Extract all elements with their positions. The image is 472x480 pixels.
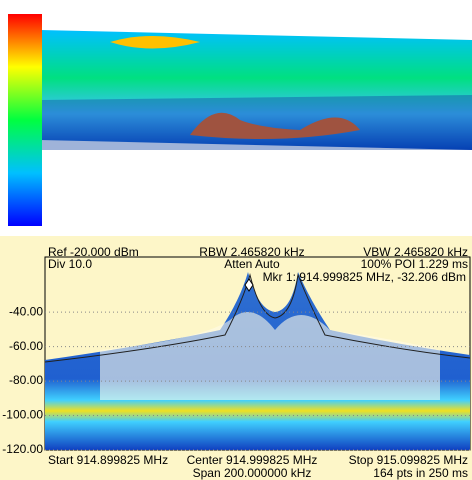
atten: Atten Auto: [224, 257, 280, 271]
y-tick-label: -40.00: [9, 304, 43, 318]
poi: 100% POI 1.229 ms: [361, 257, 468, 271]
ref-level: Ref -20.000 dBm: [48, 245, 139, 259]
stop-freq: Stop 915.099825 MHz: [349, 453, 468, 467]
y-tick-label: -80.00: [9, 373, 43, 387]
color-bar: [8, 14, 42, 226]
start-freq: Start 914.899825 MHz: [48, 453, 168, 467]
span: Span 200.000000 kHz: [193, 466, 312, 480]
div: Div 10.0: [48, 257, 92, 271]
marker-readout: Mkr 1: 914.999825 MHz, -32.206 dBm: [263, 270, 466, 284]
density-trace: [44, 272, 471, 450]
y-tick-label: -60.00: [9, 339, 43, 353]
center-freq: Center 914.999825 MHz: [187, 453, 318, 467]
vbw: VBW 2.465820 kHz: [363, 245, 468, 259]
y-tick-label: -120.00: [2, 442, 43, 456]
waterfall: [40, 30, 472, 150]
y-tick-label: -100.00: [2, 408, 43, 422]
sweep-points: 164 pts in 250 ms: [373, 466, 468, 480]
marker-symbol: [244, 278, 254, 292]
rbw: RBW 2.465820 kHz: [199, 245, 304, 259]
